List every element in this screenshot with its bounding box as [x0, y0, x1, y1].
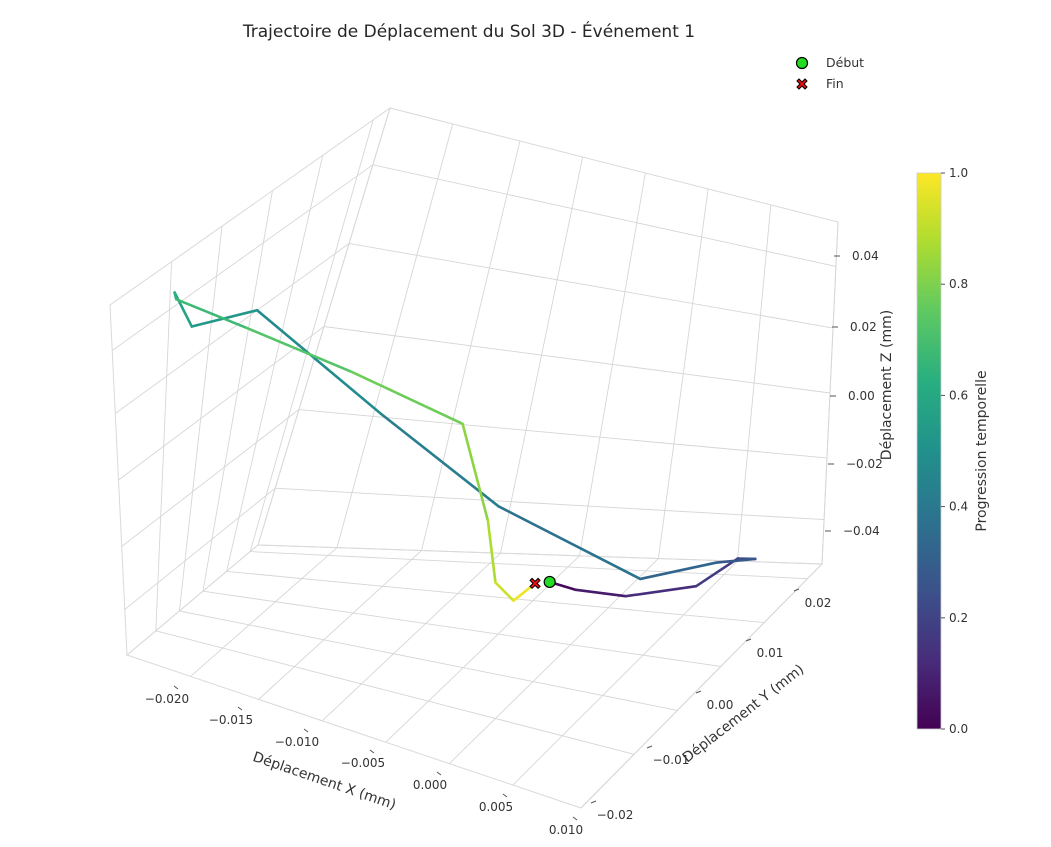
legend-end-label: Fin — [826, 76, 844, 91]
colorbar-gradient — [916, 172, 942, 730]
x-grid-floor-0 — [190, 547, 338, 677]
z-grid-left-0 — [124, 487, 276, 610]
z-grid-left-3 — [115, 243, 350, 414]
x-tick-label-6: 0.010 — [549, 823, 583, 837]
y-tick-label-1: −0.01 — [653, 753, 690, 767]
x-tick-label-0: −0.020 — [145, 692, 189, 706]
trajectory-segment-1 — [574, 588, 627, 598]
x-grid-floor-6 — [580, 563, 823, 809]
colorbar: 1.0 0.8 0.6 0.4 0.2 0.0 Progression temporell… — [916, 166, 990, 736]
y-tick-label-0: −0.02 — [597, 808, 634, 822]
axes-grid — [111, 119, 839, 809]
right-pane — [257, 107, 839, 565]
y-grid-floor-1 — [179, 610, 678, 711]
legend: Début Fin — [795, 55, 864, 91]
y-grid-floor-3 — [226, 570, 765, 624]
y-tick-label-4: 0.02 — [805, 596, 832, 610]
bottom-pane — [125, 544, 824, 809]
trajectory-segment-7 — [497, 505, 642, 581]
z-grid-right-3 — [349, 243, 834, 329]
trajectory-segment-13 — [174, 298, 248, 330]
y-tick-mark-0 — [590, 800, 597, 804]
trajectory-segment-16 — [461, 422, 490, 523]
z-grid-right-2 — [323, 326, 831, 394]
end-marker — [529, 577, 541, 590]
x-tick-mark-0 — [173, 685, 179, 690]
z-grid-right-0 — [275, 487, 825, 520]
z-tick-label-2: 0.00 — [848, 389, 875, 403]
y-tick-mark-4 — [793, 588, 800, 592]
z-grid-left-2 — [118, 326, 325, 481]
x-tick-mark-1 — [237, 706, 243, 711]
y-tick-mark-2 — [695, 690, 702, 694]
trajectory-segment-2 — [624, 584, 698, 598]
x-tick-label-4: 0.000 — [413, 778, 447, 792]
chart-title: Trajectoire de Déplacement du Sol 3D - É… — [242, 20, 695, 42]
colorbar-tick-label-4: 0.2 — [949, 611, 968, 625]
x-tick-mark-4 — [436, 771, 442, 776]
x-tick-label-1: −0.015 — [209, 713, 253, 727]
colorbar-tick-label-3: 0.4 — [949, 500, 968, 514]
trajectory-segment-5 — [715, 557, 757, 564]
x-tick-mark-2 — [303, 728, 309, 733]
trajectory-segment-18 — [494, 581, 515, 602]
y-tick-label-3: 0.01 — [757, 646, 784, 660]
x-grid-floor-1 — [258, 550, 422, 700]
x-tick-label-5: 0.005 — [479, 800, 513, 814]
trajectory-markers — [529, 575, 556, 590]
z-tick-label-3: −0.02 — [846, 457, 883, 471]
x-tick-mark-3 — [369, 749, 375, 754]
y-axis-label: Déplacement Y (mm) — [680, 662, 808, 767]
x-grid-floor-4 — [449, 558, 659, 764]
colorbar-tick-label-1: 0.8 — [949, 277, 968, 291]
x-tick-label-2: −0.010 — [275, 735, 319, 749]
z-grid-left-4 — [111, 164, 374, 351]
y-tick-mark-3 — [745, 638, 752, 642]
x-grid-floor-2 — [321, 552, 501, 722]
z-grid-right-4 — [372, 164, 837, 267]
y-grid-floor-4 — [250, 551, 808, 580]
start-marker — [543, 575, 556, 589]
x-tick-mark-6 — [572, 816, 578, 821]
trajectory-segment-3 — [694, 557, 740, 588]
z-tick-label-4: −0.04 — [843, 524, 880, 538]
axes-ticks: −0.020−0.015−0.010−0.0050.0000.0050.010−… — [145, 249, 883, 837]
y-tick-label-2: 0.00 — [707, 698, 734, 712]
y-grid-floor-0 — [155, 630, 635, 755]
z-grid-right-1 — [298, 409, 828, 459]
colorbar-tick-label-2: 0.6 — [949, 388, 968, 402]
legend-start-label: Début — [826, 55, 864, 70]
trajectory-segment-15 — [350, 370, 464, 426]
y-tick-mark-1 — [646, 745, 653, 749]
trajectory-line — [173, 291, 757, 602]
colorbar-tick-label-0: 1.0 — [949, 166, 968, 180]
z-tick-label-1: 0.02 — [850, 320, 877, 334]
z-tick-label-0: 0.04 — [852, 249, 879, 263]
legend-end-marker — [796, 78, 808, 90]
colorbar-tick-label-5: 0.0 — [949, 722, 968, 736]
z-axis-label: Déplacement Z (mm) — [879, 310, 895, 460]
trajectory-segment-9 — [255, 308, 383, 416]
trajectory-segment-11 — [173, 291, 194, 328]
x-grid-floor-5 — [512, 560, 738, 786]
trajectory-segment-6 — [638, 561, 718, 581]
trajectory-segment-17 — [486, 519, 497, 584]
legend-start-marker — [795, 56, 809, 70]
trajectory-segment-14 — [245, 326, 353, 374]
y-grid-floor-2 — [202, 590, 721, 667]
x-tick-label-3: −0.005 — [341, 756, 385, 770]
x-tick-mark-5 — [502, 793, 508, 798]
colorbar-label: Progression temporelle — [974, 370, 990, 531]
z-grid-left-1 — [121, 409, 300, 547]
